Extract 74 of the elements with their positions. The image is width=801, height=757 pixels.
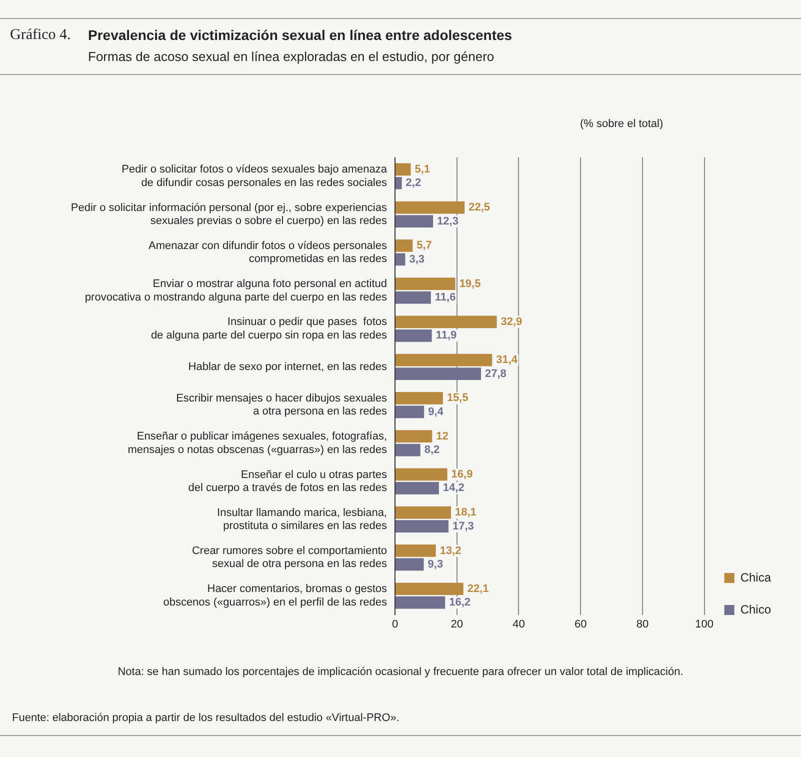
y-tick-label: Escribir mensajes o hacer dibujos sexuales a otra persona en las redes: [176, 392, 388, 418]
bar: [396, 354, 492, 366]
x-tick-label: 40: [512, 618, 525, 630]
data-label: 11,9: [436, 330, 457, 342]
x-tick-label: 20: [450, 618, 463, 630]
y-tick-label: Insinuar o pedir que pases fotos de alguna parte del cuerpo sin ropa en las redes: [150, 316, 388, 342]
legend-label: Chica: [740, 570, 772, 584]
text: Gráfico 4.: [10, 27, 71, 44]
bar: [396, 392, 443, 404]
bar: [396, 368, 481, 380]
y-tick-label: Insultar llamando marica, lesbiana, prostituta o similares en las redes: [217, 506, 388, 532]
data-label: 32,9: [500, 316, 522, 328]
y-tick-label: Enviar o mostrar alguna foto personal en actitud provocativa o mostrando alguna parte del cuerpo en las redes: [84, 278, 388, 304]
data-label: 13,2: [440, 544, 462, 557]
data-label: 2,2: [406, 177, 422, 190]
data-label: 16,2: [449, 596, 471, 609]
bar: [396, 176, 402, 190]
y-tick-label: Pedir o solicitar información personal (por ej., sobre experiencias sexuales previas o sobre el cuerpo) en las redes: [70, 202, 388, 228]
bar: [396, 558, 424, 571]
bar: [396, 163, 411, 176]
bar: [396, 239, 413, 252]
y-tick-label: Enseñar el culo u otras partes del cuerpo a través de fotos en las redes: [188, 468, 388, 494]
y-tick-label: Pedir o solicitar fotos o vídeos sexuales bajo amenaza de difundir cosas personales en las redes sociales: [122, 164, 388, 189]
data-label: 18,1: [454, 506, 476, 519]
y-tick-label: Amenazar con difundir fotos o vídeos personales comprometidas en las redes: [148, 240, 388, 266]
bar: [396, 215, 434, 228]
data-label: 8,2: [424, 444, 440, 456]
data-label: 5,7: [416, 240, 432, 252]
data-label: 27,8: [484, 368, 506, 380]
x-tick-label: 80: [636, 618, 649, 630]
x-tick-label: 0: [392, 618, 398, 630]
source-note: Fuente: elaboración propia a partir de los resultados del estudio «Virtual-PRO».: [12, 712, 400, 724]
bar: [396, 430, 432, 443]
text: Nota: se han sumado los porcentajes de implicación ocasional y frecuente para ofrecer un valor total de implicación.: [116, 666, 684, 678]
bar: [396, 316, 497, 328]
data-label: 3,3: [409, 253, 425, 266]
y-tick-label: Crear rumores sobre el comportamiento sexual de otra persona en las redes: [192, 545, 388, 570]
bar: [396, 596, 446, 609]
data-label: 14,2: [442, 482, 464, 494]
bar: [396, 329, 432, 342]
chart-title: Prevalencia de victimización sexual en línea entre adolescentes: [88, 27, 512, 43]
data-label: 16,9: [451, 468, 473, 480]
data-label: 11,6: [434, 292, 456, 304]
y-tick-label: Hacer comentarios, bromas o gestos obscenos («guarros») en el perfil de las redes: [163, 583, 388, 608]
legend-label: Chico: [740, 602, 772, 616]
data-label: 12: [436, 430, 448, 442]
bar: [396, 253, 406, 266]
bar: [396, 506, 451, 519]
data-label: 22,1: [467, 582, 489, 595]
bar: [396, 444, 420, 456]
chart-subtitle: Formas de acoso sexual en línea exploradas en el estudio, por género: [88, 49, 494, 64]
data-label: 22,5: [468, 202, 490, 214]
bar: [396, 544, 436, 557]
bar: [396, 291, 431, 304]
bar: [396, 482, 439, 494]
y-tick-label: Enseñar o publicar imágenes sexuales, fotografías, mensajes o notas obscenas («guarras») en las redes: [128, 430, 388, 456]
data-label: 9,3: [428, 558, 444, 570]
bar: [396, 520, 449, 533]
y-tick-label: Hablar de sexo por internet, en las redes: [188, 360, 388, 373]
bar: [396, 278, 456, 290]
bar: [396, 201, 465, 214]
bar: [396, 582, 464, 596]
bar: [396, 468, 448, 481]
data-label: 31,4: [496, 354, 518, 366]
data-label: 17,3: [452, 520, 474, 532]
data-label: 9,4: [428, 406, 444, 418]
data-label: 12,3: [437, 215, 458, 228]
text: (% sobre el total): [580, 118, 664, 130]
x-tick-label: 60: [574, 618, 587, 630]
data-label: 19,5: [459, 278, 481, 290]
data-label: 15,5: [446, 392, 468, 404]
x-tick-label: 100: [695, 618, 714, 630]
bar: [396, 406, 424, 418]
data-label: 5,1: [414, 163, 430, 176]
